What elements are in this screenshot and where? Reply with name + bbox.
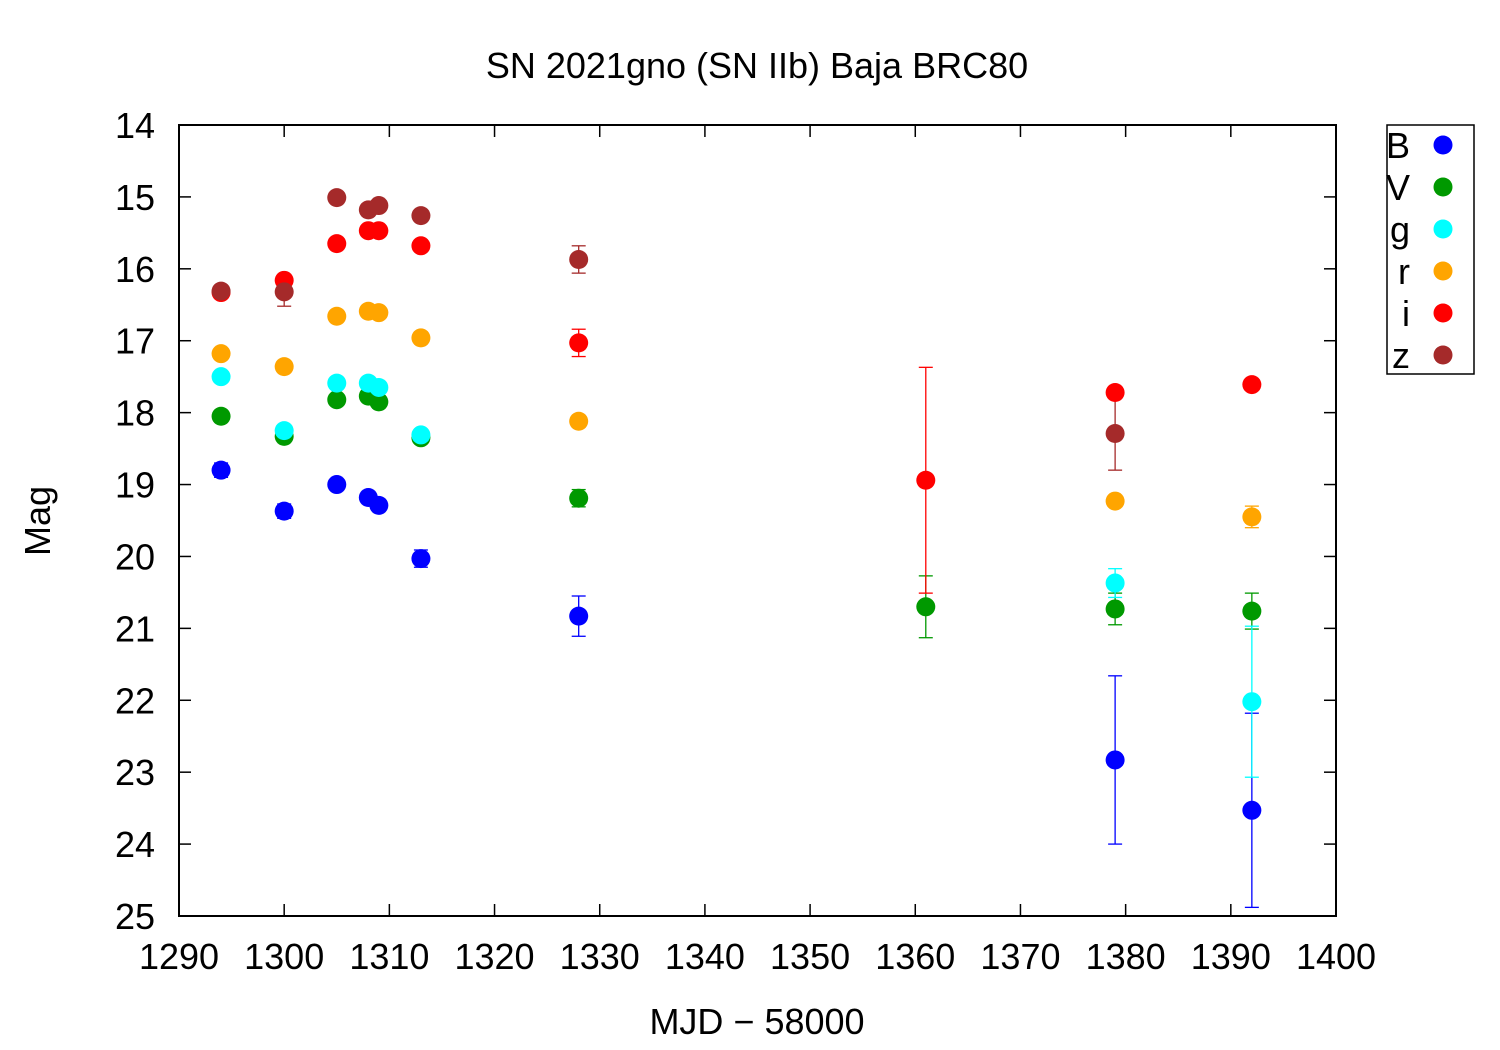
data-points-layer	[211, 188, 1262, 820]
legend-marker-V	[1433, 177, 1453, 197]
y-tick-label: 17	[115, 321, 155, 362]
data-point-r	[327, 306, 347, 326]
data-point-B	[569, 606, 589, 626]
legend-marker-r	[1433, 261, 1453, 281]
y-tick-label: 16	[115, 249, 155, 290]
data-point-z	[274, 282, 294, 302]
data-point-g	[274, 421, 294, 441]
legend-label-B: B	[1386, 125, 1410, 166]
data-point-V	[211, 406, 231, 426]
data-point-z	[1105, 423, 1125, 443]
chart-title: SN 2021gno (SN IIb) Baja BRC80	[486, 45, 1028, 86]
y-tick-label: 22	[115, 680, 155, 721]
data-point-B	[411, 549, 431, 569]
data-point-i	[1105, 383, 1125, 403]
data-point-g	[211, 367, 231, 387]
y-tick-label: 25	[115, 896, 155, 937]
data-point-V	[327, 390, 347, 410]
x-tick-label: 1370	[980, 936, 1060, 977]
data-point-z	[369, 196, 389, 216]
x-tick-label: 1400	[1296, 936, 1376, 977]
y-tick-label: 23	[115, 752, 155, 793]
data-point-g	[1105, 573, 1125, 593]
y-tick-label: 18	[115, 393, 155, 434]
data-point-g	[411, 425, 431, 445]
x-tick-label: 1350	[770, 936, 850, 977]
y-tick-label: 21	[115, 608, 155, 649]
data-point-i	[369, 221, 389, 241]
data-point-g	[369, 377, 389, 397]
data-point-V	[1105, 599, 1125, 619]
data-point-z	[569, 249, 589, 269]
legend-label-z: z	[1392, 335, 1410, 376]
x-tick-label: 1380	[1086, 936, 1166, 977]
data-point-i	[327, 234, 347, 254]
data-point-r	[1105, 491, 1125, 511]
legend-marker-B	[1433, 135, 1453, 155]
error-bars-layer	[214, 194, 1259, 909]
data-point-V	[569, 488, 589, 508]
x-tick-label: 1330	[560, 936, 640, 977]
data-point-B	[327, 475, 347, 495]
legend-marker-i	[1433, 303, 1453, 323]
data-point-i	[411, 236, 431, 256]
x-tick-label: 1310	[349, 936, 429, 977]
x-tick-label: 1290	[139, 936, 219, 977]
y-tick-label: 14	[115, 105, 155, 146]
data-point-g	[327, 373, 347, 393]
data-point-B	[211, 460, 231, 480]
data-point-r	[369, 303, 389, 323]
data-point-V	[916, 597, 936, 617]
y-tick-label: 20	[115, 536, 155, 577]
y-tick-label: 19	[115, 465, 155, 506]
x-tick-label: 1300	[244, 936, 324, 977]
x-tick-label: 1320	[454, 936, 534, 977]
data-point-z	[211, 281, 231, 301]
plot-frame	[178, 124, 1337, 917]
data-point-r	[1242, 507, 1262, 527]
data-point-i	[916, 470, 936, 490]
legend-label-r: r	[1398, 251, 1410, 292]
data-point-V	[369, 392, 389, 412]
data-point-B	[1105, 750, 1125, 770]
data-point-V	[1242, 601, 1262, 621]
y-tick-label: 24	[115, 824, 155, 865]
data-point-r	[569, 411, 589, 431]
data-point-r	[274, 357, 294, 377]
data-point-z	[327, 188, 347, 208]
y-axis-label: Mag	[17, 486, 58, 556]
legend-marker-z	[1433, 345, 1453, 365]
data-point-r	[411, 328, 431, 348]
legend-box	[1386, 124, 1475, 375]
legend-marker-g	[1433, 219, 1453, 239]
x-tick-label: 1340	[665, 936, 745, 977]
x-axis-label: MJD − 58000	[649, 1001, 864, 1042]
data-point-B	[1242, 800, 1262, 820]
data-point-B	[369, 495, 389, 515]
axes-layer: 1290 1300 1310 1320 1330 1340 1350 1360 1370 1380…	[115, 105, 1376, 977]
y-tick-label: 15	[115, 177, 155, 218]
legend-label-g: g	[1390, 209, 1410, 250]
x-tick-label: 1390	[1191, 936, 1271, 977]
x-tick-label: 1360	[875, 936, 955, 977]
legend-label-V: V	[1386, 167, 1410, 208]
data-point-z	[411, 206, 431, 226]
legend-label-i: i	[1402, 293, 1410, 334]
data-point-g	[1242, 692, 1262, 712]
data-point-r	[211, 344, 231, 364]
data-point-i	[569, 333, 589, 353]
data-point-i	[1242, 375, 1262, 395]
data-point-B	[274, 501, 294, 521]
